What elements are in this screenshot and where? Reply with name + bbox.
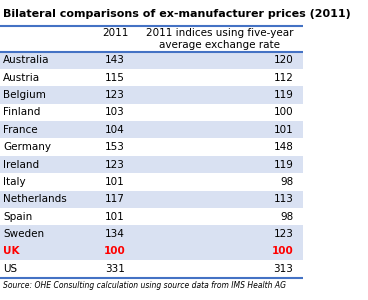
Text: 100: 100 <box>274 107 294 117</box>
Text: 123: 123 <box>274 229 294 239</box>
Text: 2011 indices using five-year
average exchange rate: 2011 indices using five-year average exc… <box>146 28 293 50</box>
Text: 103: 103 <box>105 107 125 117</box>
Text: Spain: Spain <box>3 212 32 222</box>
Text: Sweden: Sweden <box>3 229 44 239</box>
Text: 98: 98 <box>280 177 294 187</box>
Text: 313: 313 <box>274 264 294 274</box>
Bar <box>0 52 302 69</box>
Text: 113: 113 <box>274 194 294 204</box>
Text: 101: 101 <box>105 212 125 222</box>
Bar <box>0 121 302 139</box>
Text: Italy: Italy <box>3 177 26 187</box>
Text: Austria: Austria <box>3 73 40 83</box>
Bar <box>0 86 302 104</box>
Text: US: US <box>3 264 17 274</box>
Text: 112: 112 <box>274 73 294 83</box>
Text: Ireland: Ireland <box>3 160 39 170</box>
Text: 143: 143 <box>105 55 125 65</box>
Text: 104: 104 <box>105 125 125 135</box>
Bar <box>0 156 302 173</box>
Text: 2011: 2011 <box>102 28 128 38</box>
Text: Germany: Germany <box>3 142 51 152</box>
Text: 100: 100 <box>104 246 126 256</box>
Text: 123: 123 <box>105 90 125 100</box>
Text: 101: 101 <box>105 177 125 187</box>
Text: 101: 101 <box>274 125 294 135</box>
Text: Australia: Australia <box>3 55 50 65</box>
Text: 148: 148 <box>274 142 294 152</box>
Text: 134: 134 <box>105 229 125 239</box>
Text: 100: 100 <box>272 246 294 256</box>
Text: UK: UK <box>3 246 20 256</box>
Text: Bilateral comparisons of ex-manufacturer prices (2011): Bilateral comparisons of ex-manufacturer… <box>3 9 351 19</box>
Text: 119: 119 <box>274 90 294 100</box>
Bar <box>0 225 302 243</box>
Text: 153: 153 <box>105 142 125 152</box>
Text: 117: 117 <box>105 194 125 204</box>
Text: Finland: Finland <box>3 107 40 117</box>
Text: 98: 98 <box>280 212 294 222</box>
Text: 120: 120 <box>274 55 294 65</box>
Text: Netherlands: Netherlands <box>3 194 67 204</box>
Text: 123: 123 <box>105 160 125 170</box>
Bar <box>0 243 302 260</box>
Text: 119: 119 <box>274 160 294 170</box>
Text: 331: 331 <box>105 264 125 274</box>
Bar <box>0 190 302 208</box>
Text: Belgium: Belgium <box>3 90 46 100</box>
Text: Source: OHE Consulting calculation using source data from IMS Health AG: Source: OHE Consulting calculation using… <box>3 280 286 290</box>
Text: France: France <box>3 125 38 135</box>
Text: 115: 115 <box>105 73 125 83</box>
